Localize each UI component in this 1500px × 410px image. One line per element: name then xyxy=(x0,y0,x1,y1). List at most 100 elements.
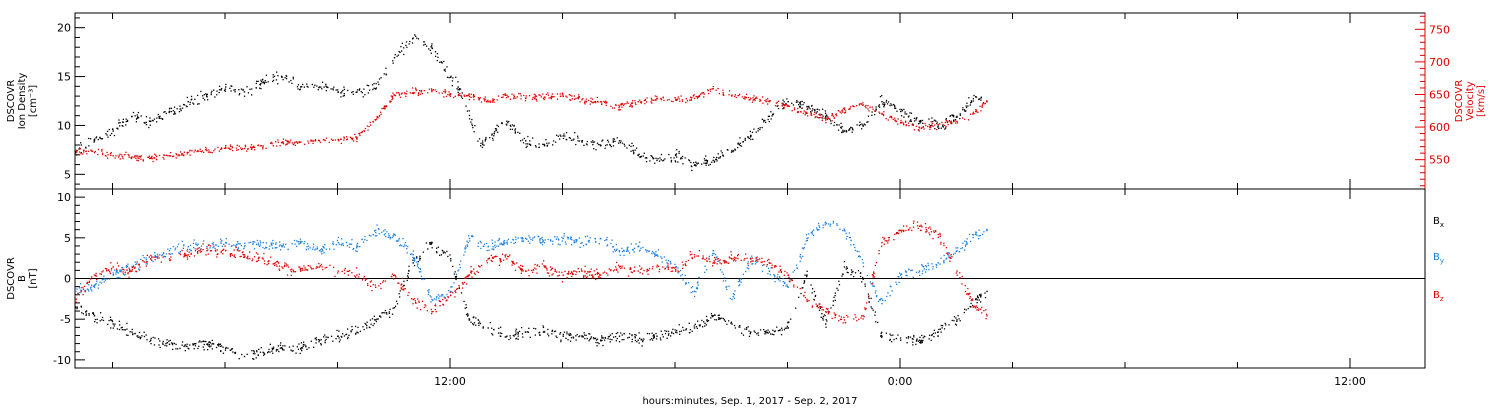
data-point xyxy=(584,103,586,105)
data-point xyxy=(615,332,617,335)
data-point xyxy=(554,330,557,332)
data-point xyxy=(977,296,979,298)
data-point xyxy=(503,239,505,242)
data-point xyxy=(321,88,323,90)
data-point xyxy=(698,95,700,97)
data-point xyxy=(184,345,186,347)
data-point xyxy=(862,102,864,104)
data-point xyxy=(323,247,325,249)
data-point xyxy=(867,293,870,295)
data-point xyxy=(597,276,600,278)
data-point xyxy=(878,299,881,301)
data-point xyxy=(435,305,437,307)
data-point xyxy=(495,129,497,132)
data-point xyxy=(418,93,420,95)
data-point xyxy=(709,260,711,263)
data-point xyxy=(602,336,604,339)
data-point xyxy=(570,236,572,238)
data-point xyxy=(473,98,475,101)
data-point xyxy=(129,269,131,271)
data-point xyxy=(597,101,599,103)
data-point xyxy=(205,340,207,343)
data-point xyxy=(314,337,316,340)
data-point xyxy=(939,232,941,235)
data-point xyxy=(763,329,765,331)
data-point xyxy=(230,85,232,87)
data-point xyxy=(575,97,577,99)
data-point xyxy=(666,262,668,264)
data-point xyxy=(867,115,870,117)
data-point xyxy=(871,274,874,276)
data-point xyxy=(145,263,147,265)
data-point xyxy=(370,323,372,325)
data-point xyxy=(930,121,932,123)
data-point xyxy=(281,245,283,247)
data-point xyxy=(254,353,256,355)
left-axis-label-line: [nT] xyxy=(28,268,39,288)
data-point xyxy=(170,152,172,154)
data-point xyxy=(448,91,450,93)
data-point xyxy=(134,115,136,117)
data-point xyxy=(895,281,897,283)
data-point xyxy=(225,146,227,148)
data-point xyxy=(231,245,233,247)
data-point xyxy=(581,140,584,142)
data-point xyxy=(257,354,259,356)
data-point xyxy=(393,57,396,59)
data-point xyxy=(253,350,255,352)
data-point xyxy=(99,273,101,275)
data-point xyxy=(600,339,602,341)
data-point xyxy=(101,138,104,140)
data-point xyxy=(81,312,83,314)
data-point xyxy=(733,294,735,296)
data-point xyxy=(139,156,142,158)
data-point xyxy=(631,106,633,108)
data-point xyxy=(980,293,982,295)
data-point xyxy=(76,149,78,152)
data-point xyxy=(372,324,374,327)
data-point xyxy=(127,273,129,275)
data-point xyxy=(565,132,568,134)
data-point xyxy=(150,343,152,345)
data-point xyxy=(615,243,617,246)
data-point xyxy=(92,285,95,287)
data-point xyxy=(921,334,923,337)
data-point xyxy=(230,245,232,247)
data-point xyxy=(894,120,896,122)
data-point xyxy=(128,276,130,278)
data-point xyxy=(752,97,754,99)
data-point xyxy=(583,276,585,278)
data-point xyxy=(99,137,101,139)
data-point xyxy=(505,336,507,338)
data-point xyxy=(514,269,517,271)
data-point xyxy=(91,290,93,292)
data-point xyxy=(680,95,682,97)
data-point xyxy=(111,320,114,323)
data-point xyxy=(964,285,966,287)
data-point xyxy=(276,265,278,267)
data-point xyxy=(366,321,368,323)
data-point xyxy=(924,223,927,225)
data-point xyxy=(661,257,663,259)
data-point xyxy=(589,271,591,273)
data-point xyxy=(796,99,798,102)
data-point xyxy=(768,267,770,270)
data-point xyxy=(634,339,637,342)
data-point xyxy=(771,333,773,335)
data-point xyxy=(685,282,687,285)
data-point xyxy=(833,117,835,119)
data-point xyxy=(937,123,939,126)
data-point xyxy=(671,332,673,334)
data-point xyxy=(272,76,274,78)
data-point xyxy=(592,337,595,339)
data-point xyxy=(927,125,929,128)
data-point xyxy=(787,285,789,288)
data-point xyxy=(982,103,984,105)
data-point xyxy=(604,336,606,339)
data-point xyxy=(671,270,674,272)
data-point xyxy=(491,256,494,259)
data-point xyxy=(168,343,171,345)
data-point xyxy=(776,326,778,328)
data-point xyxy=(928,232,930,234)
data-point xyxy=(950,254,952,256)
